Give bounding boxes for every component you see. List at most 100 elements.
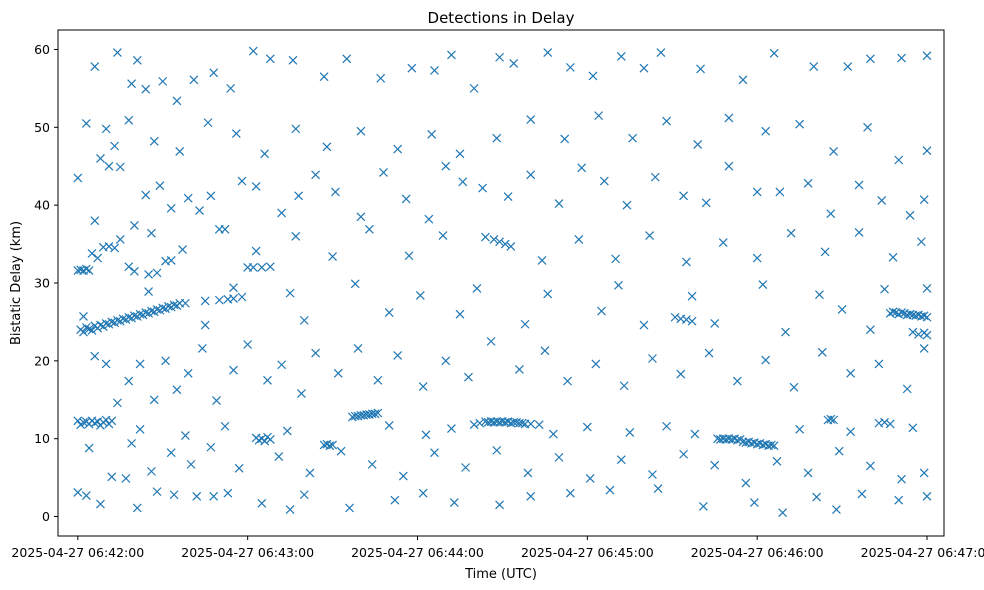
data-point (379, 168, 388, 177)
x-tick-label: 2025-04-27 06:42:00 (11, 545, 144, 560)
data-point (248, 46, 258, 56)
data-point (775, 187, 785, 197)
data-point (84, 324, 94, 334)
data-point (421, 430, 431, 440)
data-point (418, 382, 428, 391)
data-point (441, 356, 451, 366)
data-point (87, 326, 97, 335)
data-point (333, 368, 343, 378)
data-point (231, 129, 241, 138)
data-point (257, 498, 267, 508)
data-point (492, 445, 502, 455)
data-point (865, 54, 875, 64)
data-point (146, 306, 156, 316)
data-point (322, 142, 332, 152)
data-point (90, 351, 100, 361)
data-point (183, 193, 193, 203)
y-tick-label: 0 (42, 509, 50, 524)
data-point (277, 208, 287, 218)
chart-title: Detections in Delay (428, 9, 575, 27)
data-point (922, 330, 932, 340)
data-point (234, 463, 244, 473)
data-point (526, 170, 536, 180)
data-point (645, 231, 655, 240)
data-point (248, 263, 258, 272)
data-point (478, 183, 488, 193)
data-point (330, 187, 340, 197)
data-point (597, 306, 606, 316)
data-point (506, 241, 516, 251)
x-axis-ticks: 2025-04-27 06:42:00 2025-04-27 06:43:00 20… (11, 536, 984, 560)
data-point (124, 115, 134, 125)
y-tick-label: 40 (34, 198, 50, 213)
data-point (614, 280, 623, 290)
data-point (376, 73, 386, 83)
data-point (854, 227, 864, 237)
data-point (732, 435, 742, 445)
data-point (398, 471, 408, 481)
data-point (639, 63, 649, 73)
data-point (294, 191, 304, 201)
data-point (257, 263, 267, 272)
data-point (260, 436, 270, 446)
data-point (565, 62, 575, 72)
data-point (874, 359, 884, 369)
data-point (299, 315, 309, 325)
data-point (172, 96, 182, 106)
data-point (90, 418, 100, 428)
data-point (356, 126, 366, 136)
y-axis-label: Bistatic Delay (km) (9, 221, 24, 345)
data-point (342, 54, 352, 64)
data-point (393, 350, 403, 360)
data-point (141, 190, 151, 200)
data-point (195, 206, 204, 216)
data-point (781, 327, 790, 337)
data-point (404, 251, 414, 261)
data-point (328, 252, 337, 261)
data-point (87, 248, 97, 258)
data-point (897, 53, 906, 63)
data-point (704, 348, 714, 358)
data-point (135, 309, 145, 319)
x-tick-label: 2025-04-27 06:47:00 (861, 545, 984, 560)
data-point (152, 305, 162, 314)
data-point (769, 441, 779, 451)
data-point (458, 177, 468, 187)
data-point (132, 503, 142, 513)
data-point (251, 246, 261, 256)
data-point (616, 52, 626, 61)
data-point (243, 340, 253, 349)
data-point (260, 149, 270, 159)
data-point (110, 243, 120, 253)
data-point (393, 144, 403, 154)
data-point (489, 234, 499, 244)
data-point (588, 71, 598, 81)
data-point (829, 147, 839, 156)
data-point (809, 62, 819, 72)
data-point (418, 488, 428, 498)
data-point (370, 409, 380, 419)
data-point (554, 199, 564, 209)
y-tick-label: 20 (34, 353, 50, 368)
data-point (311, 170, 321, 180)
x-tick-label: 2025-04-27 06:46:00 (691, 545, 824, 560)
data-point (701, 198, 711, 208)
data-point (285, 288, 295, 298)
data-point (829, 415, 839, 425)
data-point (514, 364, 524, 374)
data-point (180, 298, 190, 308)
data-point (183, 368, 193, 378)
data-point (350, 279, 360, 289)
data-point (534, 420, 544, 430)
data-point (288, 55, 298, 65)
data-point (200, 320, 210, 330)
data-point (277, 360, 287, 370)
data-point (795, 424, 805, 434)
data-point (908, 423, 918, 433)
data-point (815, 290, 824, 300)
data-point (905, 210, 915, 220)
data-point (144, 270, 154, 279)
data-point (472, 284, 482, 293)
data-point (922, 51, 932, 61)
data-point (127, 79, 137, 89)
